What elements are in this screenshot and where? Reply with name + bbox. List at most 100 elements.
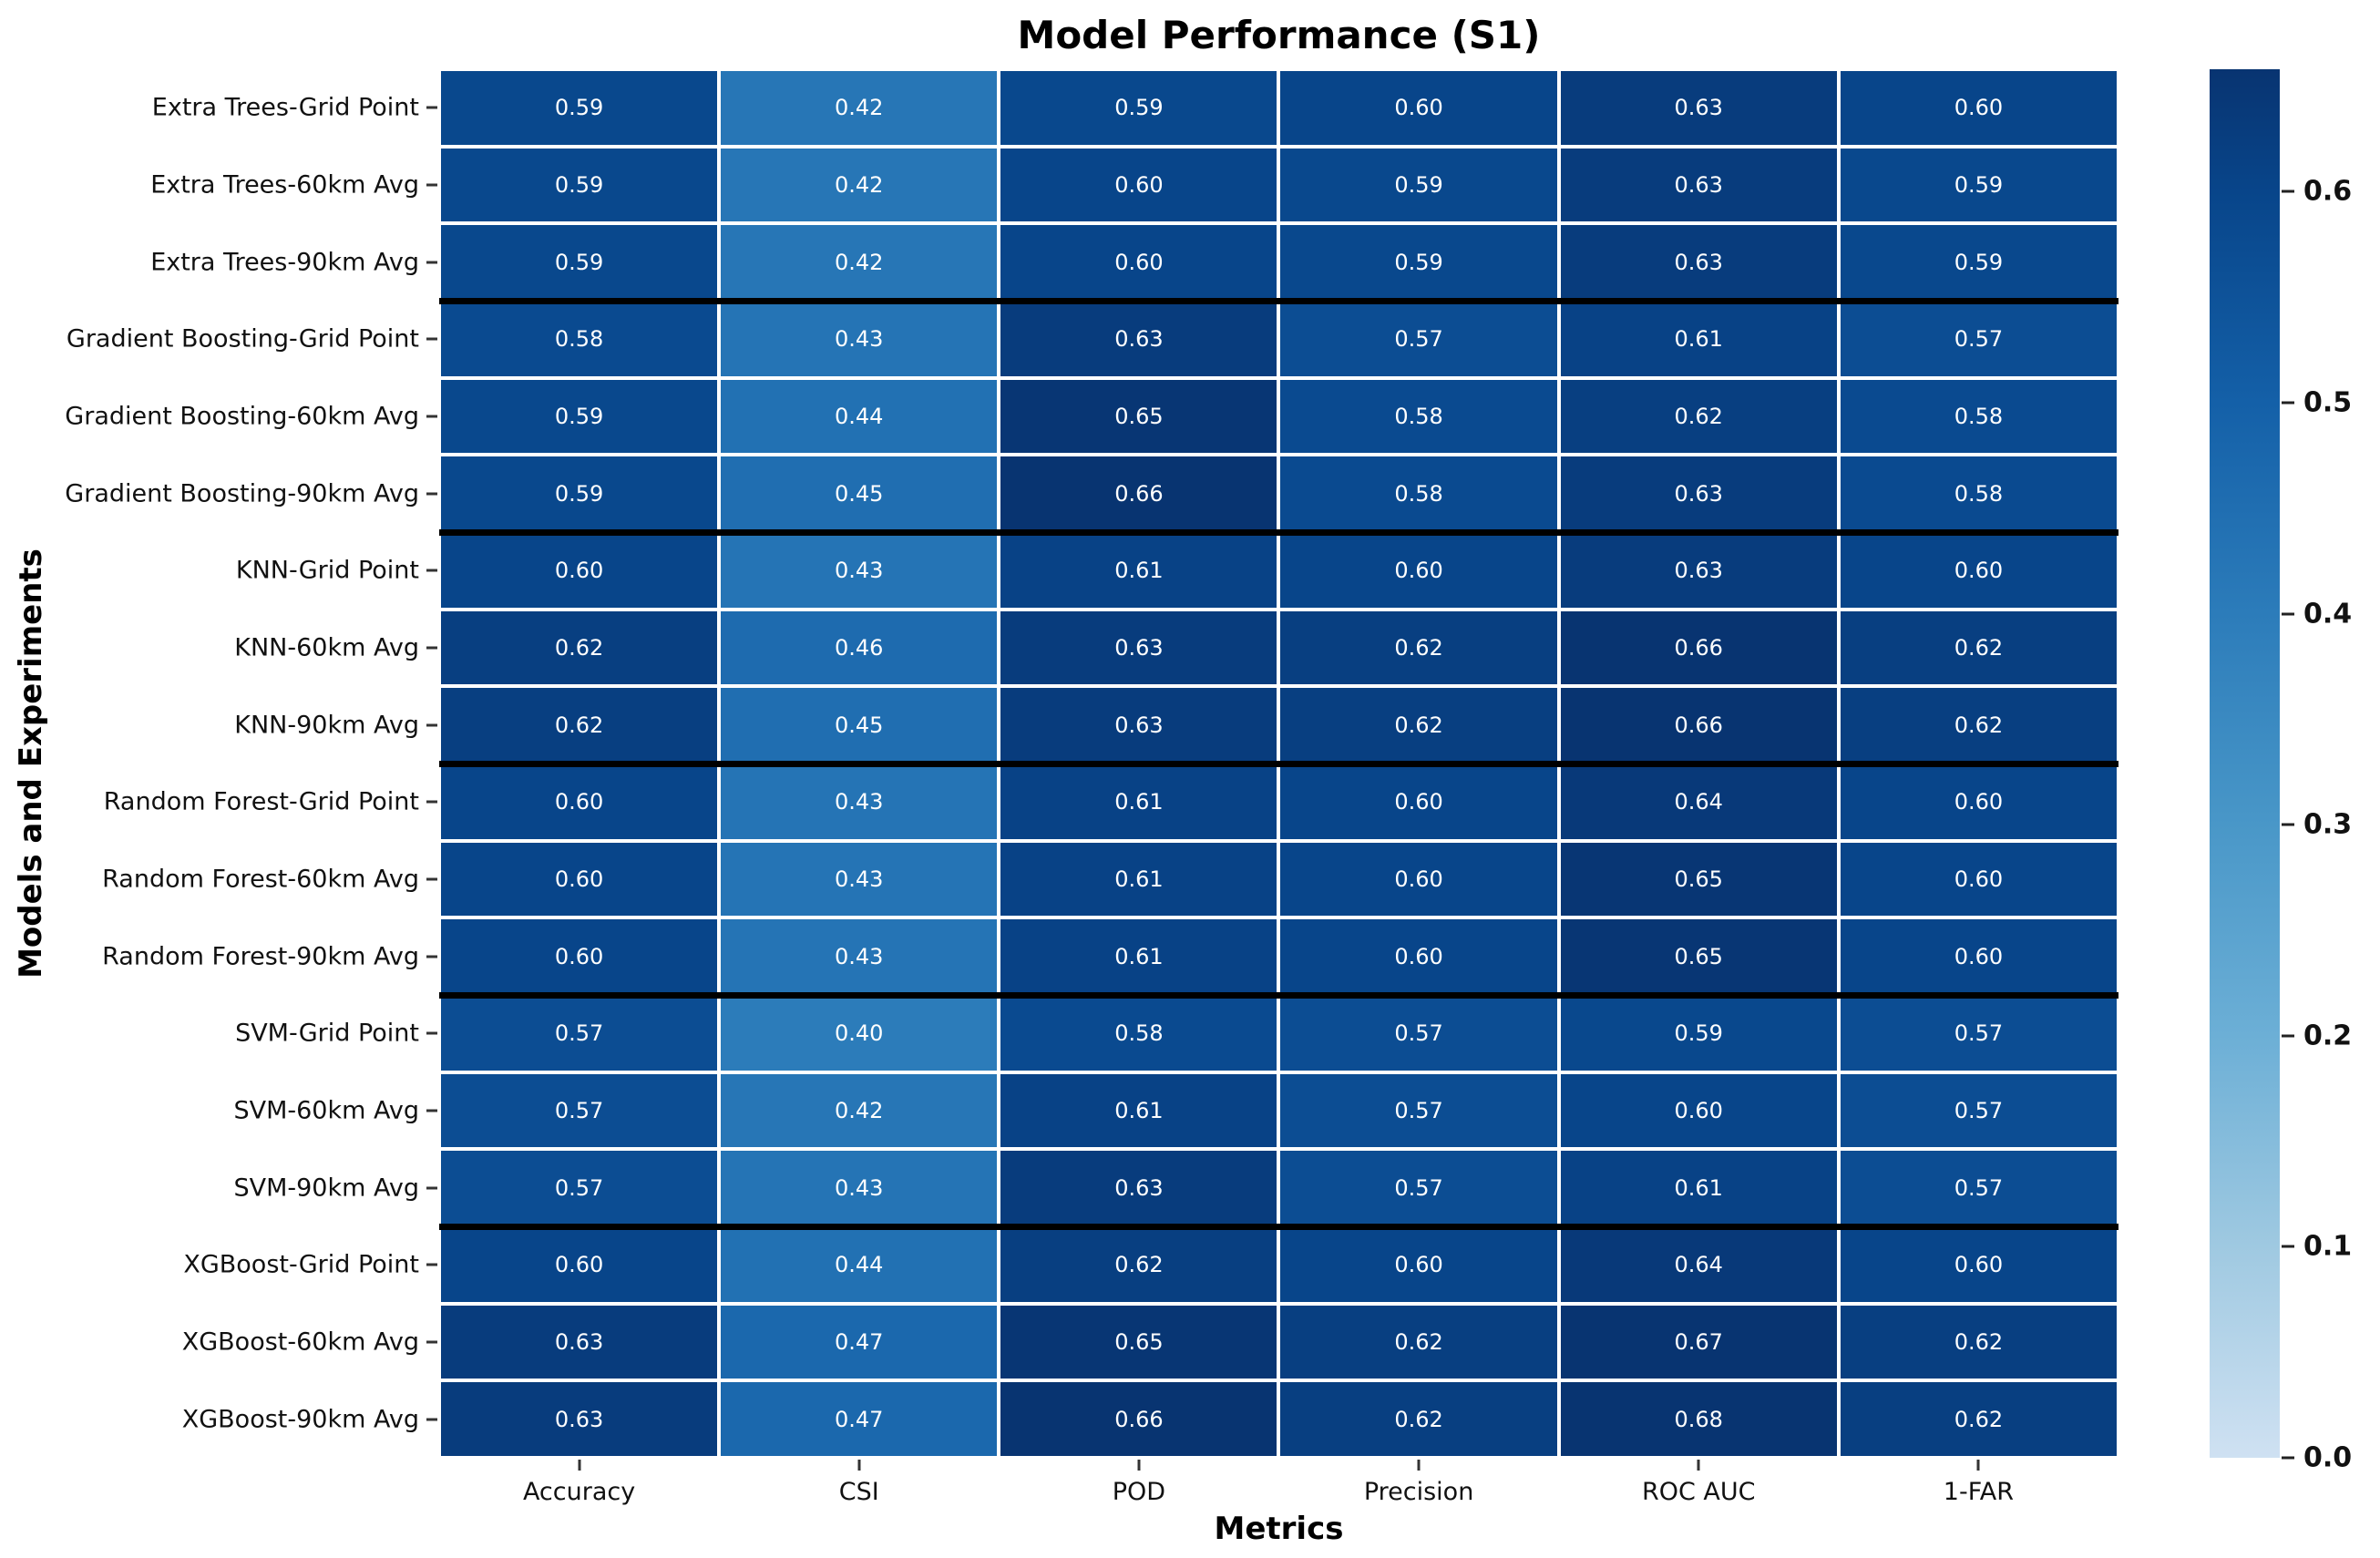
colorbar-tick-label: 0.0 — [2303, 1441, 2353, 1474]
heatmap-cell: 0.67 — [1558, 1303, 1839, 1381]
heatmap-cell: 0.60 — [1278, 531, 1559, 610]
col-label: Accuracy — [522, 1478, 636, 1506]
heatmap-cell: 0.60 — [1278, 840, 1559, 918]
col-label: 1-FAR — [1943, 1478, 2015, 1506]
row-label: KNN-Grid Point — [235, 556, 419, 585]
heatmap-cell: 0.66 — [999, 1380, 1279, 1458]
heatmap-cell: 0.61 — [999, 1071, 1279, 1150]
heatmap-cell: 0.60 — [439, 840, 720, 918]
y-tick-mark — [426, 569, 437, 572]
colorbar — [2210, 69, 2280, 1458]
heatmap-cell: 0.60 — [999, 146, 1279, 224]
x-axis-label: Metrics — [1214, 1511, 1344, 1547]
heatmap-cell: 0.59 — [439, 223, 720, 301]
row-label: Random Forest-Grid Point — [103, 787, 419, 816]
heatmap-cell: 0.57 — [1278, 300, 1559, 378]
heatmap-cell: 0.61 — [999, 763, 1279, 841]
heatmap-cell: 0.61 — [999, 531, 1279, 610]
heatmap-cell: 0.59 — [999, 69, 1279, 147]
heatmap-cell: 0.66 — [1558, 686, 1839, 764]
y-axis-label-text: Models and Experiments — [13, 548, 49, 979]
heatmap-cell: 0.57 — [1838, 300, 2118, 378]
col-label: Precision — [1363, 1478, 1474, 1506]
colorbar-tick-label: 0.2 — [2303, 1020, 2353, 1052]
y-tick-mark — [426, 1418, 437, 1421]
heatmap-cell: 0.43 — [719, 840, 1000, 918]
colorbar-tick-label: 0.3 — [2303, 808, 2353, 841]
x-tick-mark — [1976, 1460, 1980, 1471]
row-label: Extra Trees-Grid Point — [151, 93, 419, 122]
heatmap-cell: 0.59 — [1558, 994, 1839, 1072]
heatmap-cell: 0.47 — [719, 1303, 1000, 1381]
heatmap-cell: 0.59 — [439, 146, 720, 224]
heatmap-cell: 0.59 — [439, 377, 720, 456]
heatmap-cell: 0.60 — [1558, 1071, 1839, 1150]
heatmap-cell: 0.60 — [1278, 69, 1559, 147]
x-tick-mark — [1137, 1460, 1141, 1471]
heatmap-cell: 0.59 — [1278, 146, 1559, 224]
heatmap-cell: 0.62 — [999, 1225, 1279, 1304]
heatmap-cell: 0.64 — [1558, 763, 1839, 841]
heatmap-cell: 0.59 — [1278, 223, 1559, 301]
heatmap-cell: 0.42 — [719, 146, 1000, 224]
heatmap-cell: 0.60 — [1838, 69, 2118, 147]
heatmap-cell: 0.57 — [1278, 1071, 1559, 1150]
x-tick-mark — [1697, 1460, 1700, 1471]
heatmap-cell: 0.60 — [439, 1225, 720, 1304]
heatmap-cell: 0.60 — [1838, 531, 2118, 610]
heatmap-cell: 0.63 — [999, 1149, 1279, 1226]
col-label: POD — [1112, 1478, 1166, 1506]
row-label: KNN-90km Avg — [234, 711, 419, 740]
row-label: XGBoost-90km Avg — [181, 1405, 419, 1434]
x-tick-mark — [1417, 1460, 1421, 1471]
heatmap-cell: 0.60 — [439, 917, 720, 995]
heatmap-cell: 0.58 — [1278, 377, 1559, 456]
heatmap-cell: 0.62 — [1838, 686, 2118, 764]
y-tick-mark — [426, 877, 437, 881]
heatmap-cell: 0.66 — [1558, 609, 1839, 687]
x-tick-mark — [578, 1460, 581, 1471]
y-tick-mark — [426, 415, 437, 418]
heatmap-cell: 0.57 — [439, 994, 720, 1072]
heatmap-cell: 0.42 — [719, 223, 1000, 301]
heatmap-cell: 0.65 — [1558, 917, 1839, 995]
heatmap-cell: 0.62 — [439, 609, 720, 687]
colorbar-tick-label: 0.4 — [2303, 598, 2353, 630]
row-label: Gradient Boosting-90km Avg — [65, 479, 419, 508]
heatmap-cell: 0.61 — [999, 917, 1279, 995]
heatmap-cell: 0.43 — [719, 300, 1000, 378]
row-label: Random Forest-90km Avg — [102, 942, 419, 971]
colorbar-tick-mark — [2282, 612, 2294, 616]
heatmap-cell: 0.62 — [1838, 609, 2118, 687]
colorbar-tick-label: 0.1 — [2303, 1230, 2353, 1263]
heatmap-cell: 0.64 — [1558, 1225, 1839, 1304]
heatmap-cell: 0.57 — [439, 1071, 720, 1150]
heatmap-cell: 0.61 — [1558, 300, 1839, 378]
row-label: XGBoost-Grid Point — [183, 1250, 419, 1279]
heatmap-cell: 0.60 — [1278, 917, 1559, 995]
heatmap-cell: 0.57 — [1838, 1149, 2118, 1226]
colorbar-tick-label: 0.6 — [2303, 175, 2353, 208]
heatmap-cell: 0.59 — [1838, 146, 2118, 224]
heatmap-cell: 0.60 — [999, 223, 1279, 301]
heatmap-cell: 0.58 — [1838, 377, 2118, 456]
x-tick-mark — [857, 1460, 861, 1471]
heatmap-cell: 0.57 — [1278, 1149, 1559, 1226]
heatmap-cell: 0.43 — [719, 1149, 1000, 1226]
heatmap-grid: 0.59 0.42 0.59 0.60 0.63 0.60 0.59 0.42 0.60 0.59… — [439, 69, 2118, 1458]
heatmap-cell: 0.60 — [1838, 1225, 2118, 1304]
heatmap-cell: 0.60 — [1838, 763, 2118, 841]
heatmap-cell: 0.63 — [439, 1303, 720, 1381]
heatmap-cell: 0.60 — [439, 531, 720, 610]
col-label: ROC AUC — [1641, 1478, 1756, 1506]
heatmap-cell: 0.63 — [1558, 531, 1839, 610]
y-tick-mark — [426, 261, 437, 264]
colorbar-tick-mark — [2282, 823, 2294, 826]
y-tick-mark — [426, 106, 437, 109]
heatmap-cell: 0.47 — [719, 1380, 1000, 1458]
heatmap-cell: 0.63 — [999, 686, 1279, 764]
row-label: SVM-60km Avg — [233, 1096, 419, 1125]
heatmap-cell: 0.68 — [1558, 1380, 1839, 1458]
heatmap-cell: 0.65 — [999, 1303, 1279, 1381]
heatmap-cell: 0.61 — [1558, 1149, 1839, 1226]
